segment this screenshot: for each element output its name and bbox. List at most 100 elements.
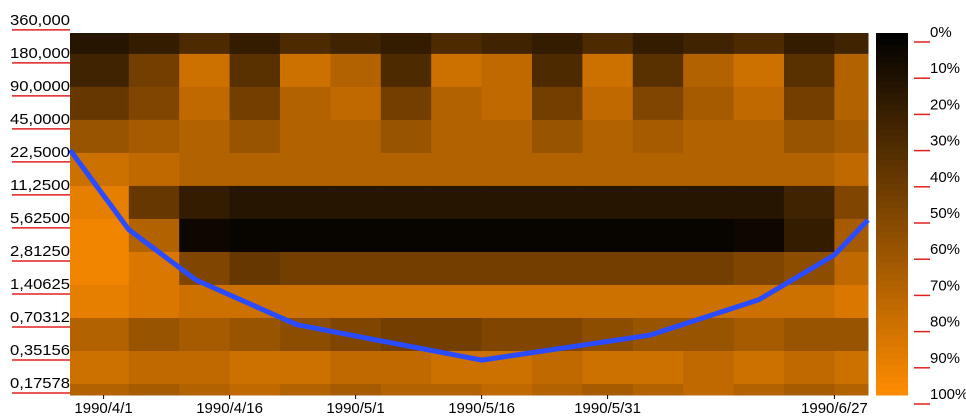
colorbar-segment: [876, 135, 908, 143]
y-tick-label: 5,62500: [10, 210, 70, 227]
heat-cell: [128, 119, 180, 154]
colorbar-segment: [876, 376, 908, 384]
y-tick-label: 90,0000: [10, 78, 70, 95]
heat-cell: [733, 33, 785, 55]
colorbar-tick-label: 30%: [930, 133, 960, 150]
colorbar-segment: [876, 183, 908, 191]
heat-cell: [431, 86, 483, 121]
heat-cell: [834, 119, 869, 154]
y-tick-label: 0,35156: [10, 342, 70, 359]
heat-cell: [532, 152, 583, 187]
x-tick-label: 1990/5/31: [574, 400, 641, 417]
heat-cell: [481, 86, 533, 121]
colorbar-tick-label: 90%: [930, 350, 960, 367]
heat-cell: [280, 53, 331, 88]
heat-cell: [834, 251, 869, 286]
heat-cell: [632, 251, 684, 286]
colorbar-segment: [876, 33, 908, 40]
heat-cell: [70, 119, 130, 154]
heat-cell: [128, 185, 180, 220]
heat-cell: [481, 317, 533, 352]
colorbar-tick-label: 100%: [930, 386, 966, 403]
heat-cell: [229, 53, 281, 88]
colorbar-segment: [876, 159, 908, 167]
heat-cell: [532, 350, 583, 385]
heat-cell: [834, 33, 869, 55]
colorbar-segment: [876, 99, 908, 106]
heat-cell: [582, 218, 634, 253]
heat-cell: [532, 119, 583, 154]
colorbar-segment: [876, 388, 908, 396]
heat-cell: [582, 152, 634, 187]
y-tick-label: 2,81250: [10, 243, 70, 260]
y-tick-label: 22,5000: [10, 144, 70, 161]
heat-cell: [683, 53, 735, 88]
heat-cell: [380, 383, 432, 396]
colorbar-tick-label: 20%: [930, 96, 960, 113]
heat-cell: [733, 86, 785, 121]
heat-cell: [632, 33, 684, 55]
heat-cell: [632, 119, 684, 154]
colorbar-segment: [876, 274, 908, 281]
heat-cell: [784, 86, 835, 121]
heat-cell: [179, 185, 231, 220]
heat-cell: [380, 53, 432, 88]
y-tick-label: 0,70312: [10, 309, 70, 326]
heat-cell: [179, 251, 231, 286]
heat-cell: [784, 350, 835, 385]
colorbar-segment: [876, 304, 908, 312]
colorbar-segment: [876, 117, 908, 124]
heat-cell: [582, 185, 634, 220]
heat-cell: [179, 53, 231, 88]
heat-cell: [128, 86, 180, 121]
heat-cell: [179, 119, 231, 154]
heat-cell: [733, 218, 785, 253]
colorbar-segment: [876, 207, 908, 215]
heat-cell: [733, 119, 785, 154]
colorbar-segment: [876, 214, 908, 221]
heat-cell: [632, 383, 684, 396]
heat-cell: [582, 33, 634, 55]
colorbar-segment: [876, 364, 908, 372]
y-tick-label: 11,2500: [10, 177, 70, 194]
colorbar-segment: [876, 171, 908, 179]
colorbar-segment: [876, 226, 908, 233]
heat-cell: [229, 218, 281, 253]
heat-cell: [179, 383, 231, 396]
heat-cell: [229, 251, 281, 286]
heat-cell: [582, 53, 634, 88]
heat-cell: [834, 383, 869, 396]
heat-cell: [582, 119, 634, 154]
colorbar-tick-label: 0%: [930, 24, 952, 41]
heat-cell: [582, 383, 634, 396]
heat-cell: [582, 86, 634, 121]
heat-cell: [532, 33, 583, 55]
heat-cell: [632, 152, 684, 187]
heat-cell: [733, 383, 785, 396]
colorbar-segment: [876, 250, 908, 257]
heat-cell: [683, 152, 735, 187]
colorbar-tick-label: 80%: [930, 314, 960, 331]
heat-cell: [733, 350, 785, 385]
heat-cell: [128, 53, 180, 88]
heat-cell: [683, 185, 735, 220]
colorbar-segment: [876, 45, 908, 52]
heat-cell: [229, 33, 281, 55]
heat-cell: [481, 33, 533, 55]
colorbar-segment: [876, 105, 908, 112]
heat-cell: [330, 251, 382, 286]
colorbar-segment: [876, 346, 908, 354]
heat-cell: [280, 251, 331, 286]
colorbar-tick-label: 50%: [930, 205, 960, 222]
heat-cell: [280, 350, 331, 385]
heat-cell: [380, 185, 432, 220]
heat-cell: [280, 86, 331, 121]
colorbar-segment: [876, 201, 908, 209]
heat-cell: [532, 251, 583, 286]
heat-cell: [179, 152, 231, 187]
colorbar-segment: [876, 340, 908, 348]
colorbar-segment: [876, 232, 908, 239]
colorbar-segment: [876, 189, 908, 197]
colorbar-segment: [876, 195, 908, 203]
